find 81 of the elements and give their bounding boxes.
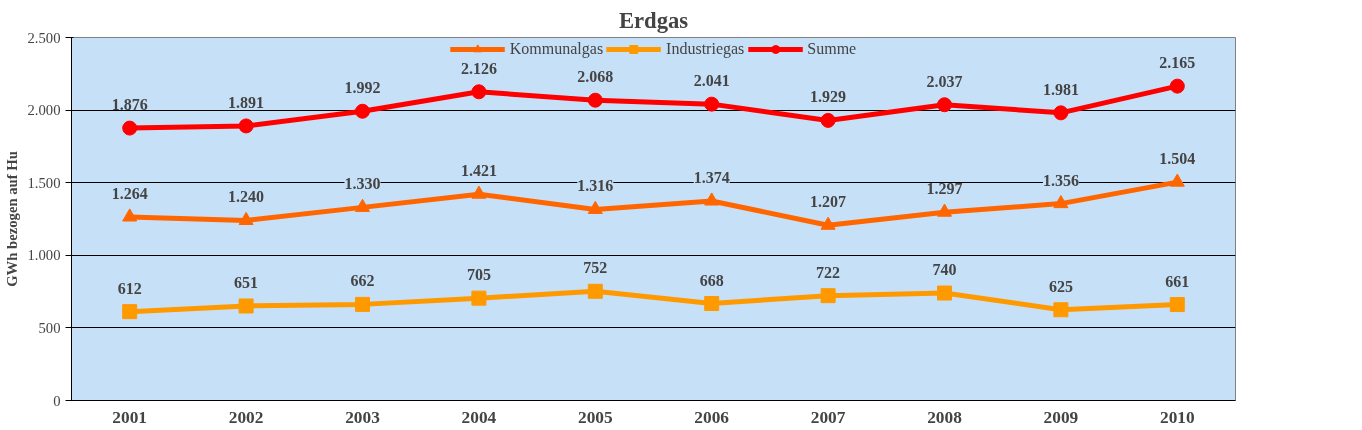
point xyxy=(820,112,836,128)
point xyxy=(238,298,254,314)
y-tick-label: 2.000 xyxy=(27,102,61,119)
legend-label: Summe xyxy=(807,40,857,58)
point xyxy=(820,288,836,304)
data-label: 2.126 xyxy=(460,59,497,77)
data-label: 2.165 xyxy=(1159,54,1196,72)
x-tick-label: 2005 xyxy=(577,407,613,427)
data-label: 1.504 xyxy=(1159,150,1196,168)
point xyxy=(1053,195,1069,209)
point xyxy=(1053,105,1069,121)
data-label: 1.992 xyxy=(344,79,381,97)
point xyxy=(122,304,138,320)
point xyxy=(238,118,254,134)
data-label: 668 xyxy=(699,271,724,289)
point xyxy=(471,290,487,306)
point xyxy=(238,211,254,225)
data-label: 1.297 xyxy=(926,180,963,198)
data-label: 1.981 xyxy=(1042,80,1079,98)
point xyxy=(587,92,603,108)
data-label: 740 xyxy=(932,261,957,279)
y-tick-label: 0 xyxy=(53,392,61,409)
point xyxy=(471,185,487,199)
y-tick-label: 500 xyxy=(38,319,61,336)
point xyxy=(355,296,370,312)
point xyxy=(122,120,138,136)
point xyxy=(937,285,952,301)
data-label: 612 xyxy=(117,279,142,297)
data-label: 661 xyxy=(1165,272,1190,290)
data-label: 1.207 xyxy=(810,193,847,211)
y-tick-label: 1.000 xyxy=(27,247,61,264)
data-label: 662 xyxy=(350,272,375,290)
point xyxy=(704,296,720,312)
data-label: 1.330 xyxy=(344,175,381,193)
point xyxy=(1053,302,1069,318)
data-label: 1.264 xyxy=(111,184,148,202)
y-axis-title: GWh bezogen auf Hu xyxy=(3,151,20,287)
data-label: 722 xyxy=(816,263,841,281)
data-label: 625 xyxy=(1048,277,1073,295)
x-tick-label: 2007 xyxy=(810,407,846,427)
point xyxy=(704,96,720,112)
legend-label: Industriegas xyxy=(666,40,745,58)
point xyxy=(820,216,836,230)
x-tick-label: 2003 xyxy=(345,407,381,427)
data-label: 2.037 xyxy=(926,72,963,90)
point xyxy=(122,208,138,222)
data-label: 1.421 xyxy=(460,162,497,180)
legend-label: Kommunalgas xyxy=(509,40,604,58)
x-tick-label: 2008 xyxy=(927,407,963,427)
data-label: 1.240 xyxy=(228,188,265,206)
x-tick-label: 2001 xyxy=(112,407,148,427)
data-label: 1.929 xyxy=(810,88,847,106)
data-label: 1.356 xyxy=(1042,171,1079,189)
data-label: 651 xyxy=(234,273,259,291)
x-tick-label: 2004 xyxy=(461,407,497,427)
data-label: 1.891 xyxy=(228,93,265,111)
data-label: 2.068 xyxy=(577,68,614,86)
point xyxy=(1169,78,1185,94)
x-tick-label: 2002 xyxy=(228,407,264,427)
point xyxy=(937,97,952,113)
data-label: 752 xyxy=(583,259,608,277)
point xyxy=(1169,297,1185,313)
data-label: 1.876 xyxy=(111,96,148,114)
point xyxy=(355,103,370,119)
data-label: 705 xyxy=(466,266,491,284)
y-tick-label: 2.500 xyxy=(27,29,61,46)
point xyxy=(587,200,603,214)
point xyxy=(355,198,370,212)
data-label: 1.374 xyxy=(693,169,730,186)
y-tick-label: 1.500 xyxy=(27,174,61,191)
data-label: 2.041 xyxy=(693,72,730,90)
point xyxy=(471,84,487,100)
x-tick-label: 2009 xyxy=(1043,407,1079,427)
point xyxy=(937,203,952,217)
x-tick-label: 2010 xyxy=(1159,407,1195,427)
point xyxy=(1169,173,1185,187)
x-tick-label: 2006 xyxy=(694,407,730,427)
chart-title: Erdgas xyxy=(618,7,689,33)
point xyxy=(704,192,720,206)
point xyxy=(587,283,603,299)
data-label: 1.316 xyxy=(577,177,614,195)
